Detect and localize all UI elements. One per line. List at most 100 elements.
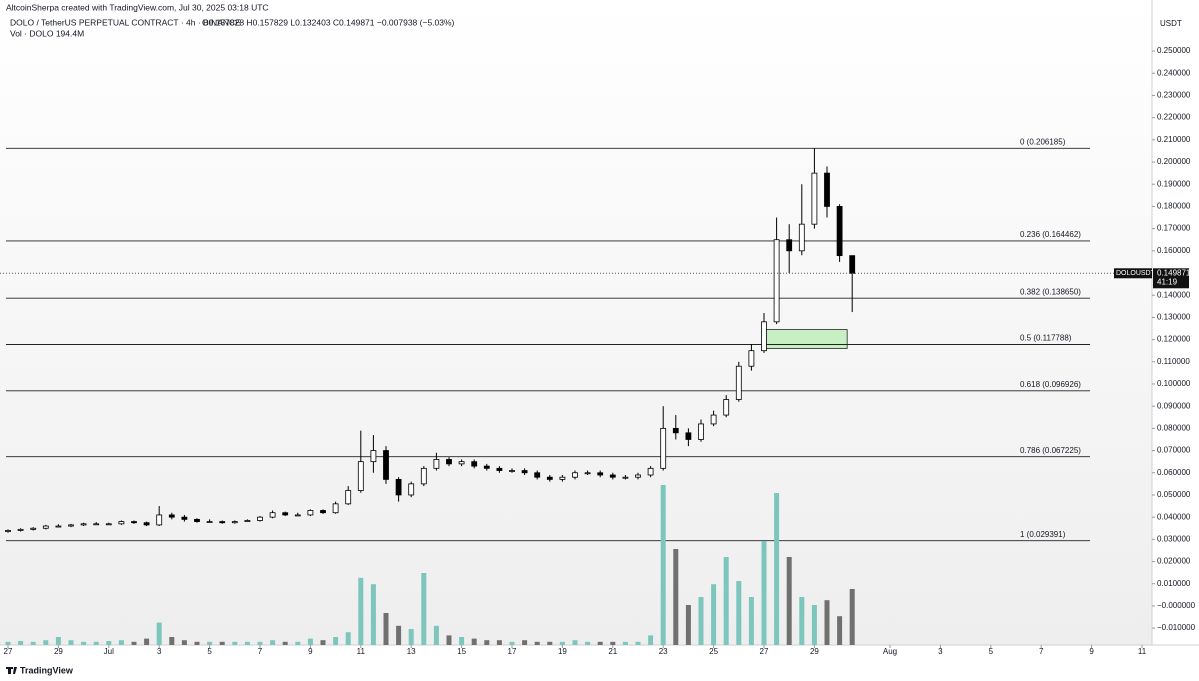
candle-body [647,467,654,476]
y-tick-label: 0.210000 [1157,135,1191,144]
x-tick-label: 11 [1138,647,1147,656]
volume-bar [131,641,137,645]
candle-body [559,476,566,480]
volume-bar [219,641,225,645]
y-tick-label: 0.090000 [1157,401,1191,410]
volume-bar [207,641,213,645]
volume-bar [333,637,339,645]
price-tag-text: 0.149871 [1157,268,1191,277]
volume-bar [446,635,452,645]
y-tick-label: 0.040000 [1157,512,1191,521]
candle-body [345,490,352,505]
candle-body [42,525,49,529]
volume-bar [93,641,99,645]
y-tick-label: 0.010000 [1157,579,1191,588]
volume-bar [396,625,402,645]
candle-body [282,512,289,516]
demand-zone [763,329,848,349]
candle-body [395,479,402,496]
volume-bar [698,597,704,645]
x-tick-label: 15 [457,647,466,656]
candle-body [206,521,213,523]
volume-bar [811,605,817,645]
candle-body [168,514,175,518]
volume-bar [320,640,326,645]
candle-body [748,350,755,367]
volume-bar [597,641,603,645]
y-tick-label: 0.110000 [1157,357,1190,366]
candle-body [584,472,591,475]
volume-bar [169,637,175,645]
x-tick-label: 7 [1039,647,1044,656]
volume-bar [307,638,313,645]
y-tick-label: −0.000000 [1157,601,1196,610]
volume-bar [559,641,565,645]
currency-label: USDT [1160,19,1182,28]
y-tick-label: 0.220000 [1157,113,1191,122]
x-tick-label: 7 [258,647,263,656]
volume-bar [849,589,855,645]
volume-bar [43,640,49,645]
volume-bar [610,641,616,645]
volume-bar [522,640,528,645]
volume-bar [106,641,112,645]
candle-body [93,523,100,526]
candle-body [357,461,364,491]
volume-bar [295,641,301,645]
volume-bar [547,641,553,645]
candle-body [118,521,125,525]
candle-body [496,467,503,471]
y-tick-label: 0.130000 [1157,313,1191,322]
y-tick-label: 0.190000 [1157,179,1191,188]
y-tick-label: 0.080000 [1157,423,1191,432]
candle-body [257,516,263,521]
y-tick-label: 0.020000 [1157,557,1191,566]
volume-bar [585,641,591,645]
volume-bar [18,641,24,645]
x-tick-label: 25 [709,647,718,656]
candle-body [194,518,200,522]
candle-body [370,450,377,463]
fib-label: 0.5 (0.117788) [1020,334,1072,343]
candle-body [509,470,515,472]
volume-bar [118,640,124,645]
volume-bar [774,493,780,645]
volume-bar [736,581,742,645]
candle-body [597,472,604,476]
candle-body [320,510,326,514]
x-tick-label: 11 [357,647,366,656]
candle-body [622,476,629,479]
candle-body [105,523,112,526]
symbol-tag-text: DOLOUSDT.P [1116,270,1161,277]
fib-label: 0.786 (0.067225) [1020,446,1081,455]
x-tick-label: 19 [558,647,567,656]
y-tick-label: 0.200000 [1157,157,1191,166]
candle-body [5,530,11,532]
fib-label: 0.382 (0.138650) [1020,287,1081,296]
candle-body [773,239,780,323]
volume-bar [572,640,578,645]
candle-body [824,172,830,207]
price-tag [1153,268,1189,289]
candle-body [546,476,553,480]
y-tick-label: 0.070000 [1157,446,1191,455]
volume-bar [685,605,691,645]
volume-bar [345,632,351,645]
volume-bar [648,635,654,645]
volume-bar [421,573,427,645]
volume-bar [68,640,74,645]
fib-label: 0 (0.206185) [1020,137,1066,146]
volume-bar [282,641,288,645]
volume-bar [181,640,187,645]
volume-bar [660,485,666,645]
candle-body [156,514,163,526]
candle-body [521,470,528,474]
candle-body [471,461,478,467]
volume-bar [433,625,439,645]
volume-bar [156,622,162,645]
y-tick-label: −0.010000 [1157,623,1196,632]
candle-body [723,399,730,416]
x-tick-label: 27 [4,647,13,656]
candle-body [609,474,616,478]
